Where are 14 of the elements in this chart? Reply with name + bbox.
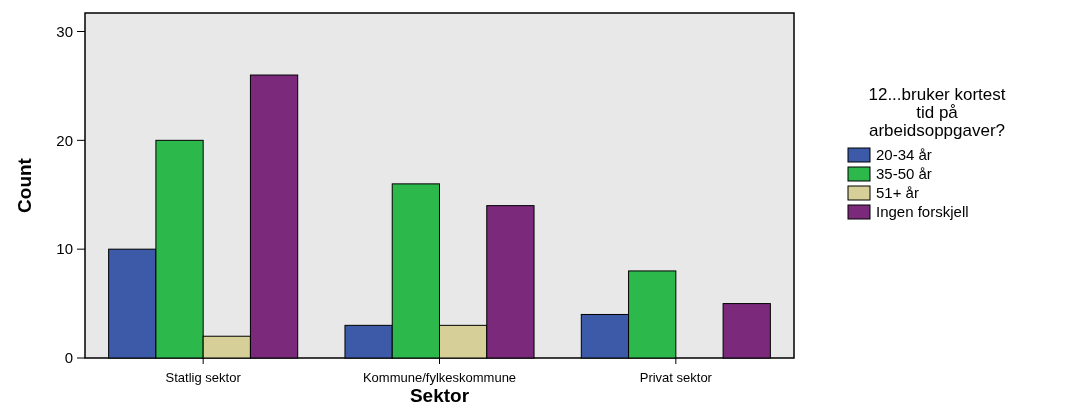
legend-title: 12...bruker kortest tid på arbeidsoppgaver? [868, 85, 1006, 140]
legend-label: 35-50 år [876, 165, 932, 182]
y-tick-label: 30 [56, 22, 73, 40]
y-tick-label: 0 [64, 349, 73, 367]
x-tick-label: Privat sektor [639, 370, 713, 385]
legend-label: Ingen forskjell [876, 203, 969, 220]
x-tick-label: Kommune/fylkeskommune [362, 370, 517, 385]
y-tick-label: 20 [56, 131, 73, 149]
y-tick-label: 10 [56, 240, 73, 258]
x-tick-label: Statlig sektor [165, 370, 242, 385]
legend-label: 20-34 år [876, 146, 932, 163]
x-axis-title: Sektor [409, 385, 470, 406]
legend-label: 51+ år [876, 184, 919, 201]
y-axis-title: Count [14, 157, 35, 213]
